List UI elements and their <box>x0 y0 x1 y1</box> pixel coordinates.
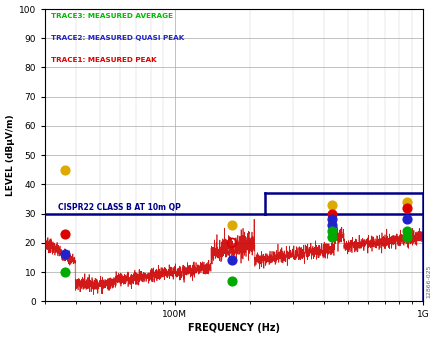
Text: TRACE1: MEASURED PEAK: TRACE1: MEASURED PEAK <box>50 57 156 63</box>
Point <box>61 231 68 237</box>
Text: TRACE3: MEASURED AVERAGE: TRACE3: MEASURED AVERAGE <box>50 14 172 19</box>
Point <box>328 234 335 240</box>
Point <box>61 269 68 275</box>
Point <box>402 217 409 222</box>
Point <box>61 252 68 257</box>
Point <box>402 199 409 205</box>
X-axis label: FREQUENCY (Hz): FREQUENCY (Hz) <box>187 323 279 334</box>
Point <box>228 278 235 283</box>
Point <box>328 228 335 234</box>
Text: TRACE2: MEASURED QUASI PEAK: TRACE2: MEASURED QUASI PEAK <box>50 35 184 41</box>
Point <box>328 211 335 216</box>
Point <box>402 205 409 211</box>
Text: CISPR22 CLASS B AT 10m QP: CISPR22 CLASS B AT 10m QP <box>58 203 181 212</box>
Y-axis label: LEVEL (dBµV/m): LEVEL (dBµV/m) <box>6 114 14 196</box>
Point <box>402 234 409 240</box>
Point <box>328 223 335 228</box>
Point <box>402 228 409 234</box>
Point <box>328 202 335 207</box>
Point <box>228 258 235 263</box>
Point <box>228 240 235 245</box>
Text: 12866-025: 12866-025 <box>425 265 430 298</box>
Point <box>61 167 68 173</box>
Point <box>328 217 335 222</box>
Point <box>228 223 235 228</box>
